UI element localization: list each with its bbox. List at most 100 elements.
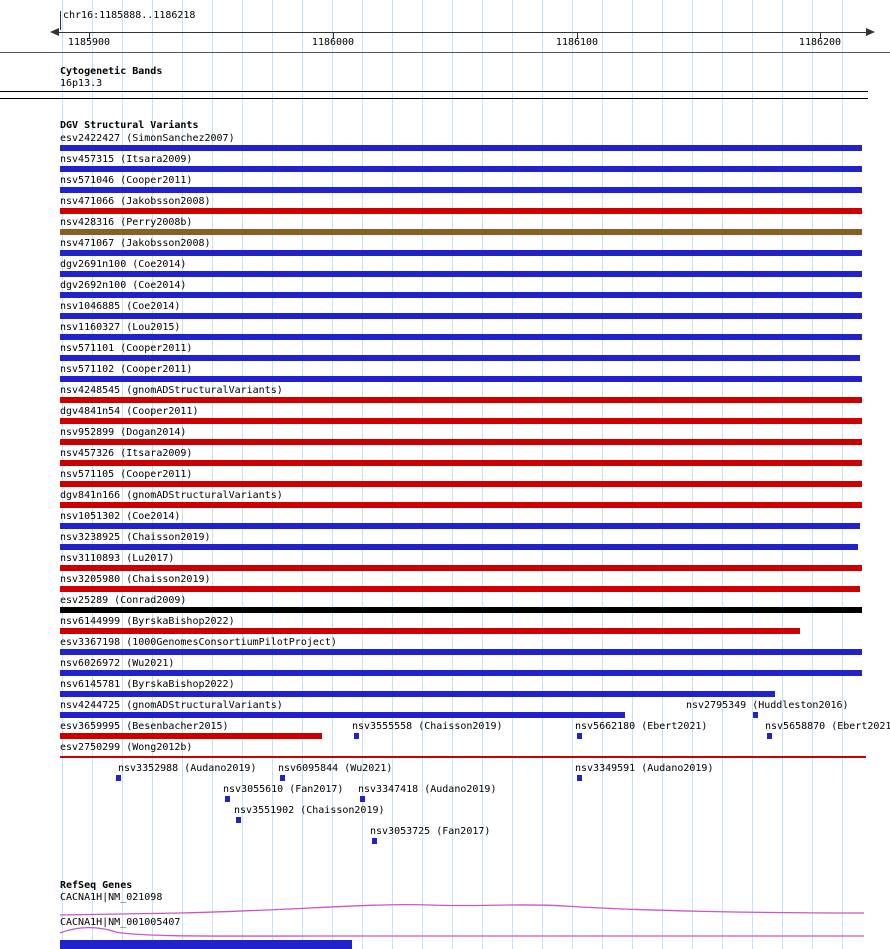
variant-label[interactable]: nsv428316 (Perry2008b): [60, 217, 193, 228]
variant-label[interactable]: nsv1051302 (Coe2014): [60, 511, 181, 522]
variant-label[interactable]: nsv457315 (Itsara2009): [60, 154, 193, 165]
variant-bar[interactable]: [767, 733, 772, 739]
variant-label[interactable]: nsv571046 (Cooper2011): [60, 175, 193, 186]
variant-label[interactable]: nsv471067 (Jakobsson2008): [60, 238, 211, 249]
variant-label[interactable]: nsv3205980 (Chaisson2019): [60, 574, 211, 585]
variant-bar[interactable]: [60, 712, 625, 718]
variant-label[interactable]: nsv3110893 (Lu2017): [60, 553, 175, 564]
variant-label[interactable]: nsv5658870 (Ebert2021): [765, 721, 890, 732]
variant-label[interactable]: nsv6095844 (Wu2021): [278, 763, 393, 774]
ruler-tick: [89, 32, 90, 39]
variant-bar[interactable]: [60, 544, 858, 550]
variant-bar[interactable]: [60, 502, 862, 508]
variant-label[interactable]: nsv3055610 (Fan2017): [223, 784, 344, 795]
variant-label[interactable]: nsv3555558 (Chaisson2019): [352, 721, 503, 732]
variant-bar[interactable]: [60, 292, 862, 298]
ruler-tick: [577, 32, 578, 39]
gene-label[interactable]: CACNA1H|NM_021098: [60, 892, 163, 903]
variant-label[interactable]: nsv3238925 (Chaisson2019): [60, 532, 211, 543]
region-label: chr16:1185888..1186218: [63, 10, 196, 21]
variant-label[interactable]: dgv2691n100 (Coe2014): [60, 259, 187, 270]
variant-bar[interactable]: [60, 586, 860, 592]
variant-bar[interactable]: [60, 756, 866, 758]
variant-bar[interactable]: [225, 796, 230, 802]
ruler-tick-label: 1185900: [67, 37, 111, 48]
variant-bar[interactable]: [60, 691, 775, 697]
variant-label[interactable]: dgv2692n100 (Coe2014): [60, 280, 187, 291]
variant-bar[interactable]: [60, 250, 862, 256]
variant-bar[interactable]: [60, 418, 862, 424]
variant-bar[interactable]: [116, 775, 121, 781]
variant-label[interactable]: nsv3352988 (Audano2019): [118, 763, 257, 774]
variant-bar[interactable]: [60, 166, 862, 172]
grid-lines: [62, 0, 865, 949]
variant-bar[interactable]: [280, 775, 285, 781]
variant-bar[interactable]: [60, 628, 800, 634]
variant-label[interactable]: nsv5662180 (Ebert2021): [575, 721, 708, 732]
variant-label[interactable]: nsv571101 (Cooper2011): [60, 343, 193, 354]
variant-label[interactable]: esv3659995 (Besenbacher2015): [60, 721, 229, 732]
cytoband-label[interactable]: 16p13.3: [60, 78, 103, 89]
variant-bar[interactable]: [577, 733, 582, 739]
ruler-tick: [333, 32, 334, 39]
variant-label[interactable]: nsv6145781 (ByrskaBishop2022): [60, 679, 235, 690]
variant-bar[interactable]: [60, 733, 322, 739]
variant-bar[interactable]: [60, 271, 862, 277]
variant-bar[interactable]: [60, 376, 862, 382]
variant-bar[interactable]: [60, 145, 862, 151]
ruler-tick-label: 1186100: [555, 37, 599, 48]
variant-bar[interactable]: [60, 208, 862, 214]
variant-label[interactable]: esv2750299 (Wong2012b): [60, 742, 193, 753]
variant-label[interactable]: nsv4244725 (gnomADStructuralVariants): [60, 700, 283, 711]
variant-label[interactable]: nsv3053725 (Fan2017): [370, 826, 491, 837]
variant-bar[interactable]: [360, 796, 365, 802]
variant-label[interactable]: nsv4248545 (gnomADStructuralVariants): [60, 385, 283, 396]
gene-label[interactable]: CACNA1H|NM_001005407: [60, 917, 181, 928]
variant-label[interactable]: esv2422427 (SimonSanchez2007): [60, 133, 235, 144]
variant-bar[interactable]: [354, 733, 359, 739]
variant-bar[interactable]: [60, 334, 862, 340]
variant-label[interactable]: nsv571102 (Cooper2011): [60, 364, 193, 375]
header-separator: [0, 52, 890, 53]
variant-bar[interactable]: [60, 229, 862, 235]
variant-label[interactable]: dgv4841n54 (Cooper2011): [60, 406, 199, 417]
variant-label[interactable]: dgv841n166 (gnomADStructuralVariants): [60, 490, 283, 501]
variant-label[interactable]: nsv3349591 (Audano2019): [575, 763, 714, 774]
region-start-marker: [60, 11, 61, 30]
variant-bar[interactable]: [372, 838, 377, 844]
variant-bar[interactable]: [60, 439, 862, 445]
variant-bar[interactable]: [60, 397, 862, 403]
variant-label[interactable]: nsv952899 (Dogan2014): [60, 427, 187, 438]
variant-bar[interactable]: [60, 187, 862, 193]
variant-label[interactable]: nsv6026972 (Wu2021): [60, 658, 175, 669]
variant-label[interactable]: esv3367198 (1000GenomesConsortiumPilotPr…: [60, 637, 337, 648]
variant-bar[interactable]: [60, 355, 860, 361]
variant-bar[interactable]: [60, 523, 860, 529]
variant-bar[interactable]: [753, 712, 758, 718]
variant-label[interactable]: nsv571105 (Cooper2011): [60, 469, 193, 480]
variant-label[interactable]: nsv2795349 (Huddleston2016): [686, 700, 849, 711]
variant-bar[interactable]: [60, 460, 862, 466]
gene-exon-bar[interactable]: [60, 940, 352, 949]
variant-bar[interactable]: [60, 565, 862, 571]
variant-bar[interactable]: [60, 649, 862, 655]
variant-label[interactable]: nsv457326 (Itsara2009): [60, 448, 193, 459]
variant-bar[interactable]: [236, 817, 241, 823]
variant-label[interactable]: nsv1046885 (Coe2014): [60, 301, 181, 312]
variant-label[interactable]: nsv6144999 (ByrskaBishop2022): [60, 616, 235, 627]
variant-label[interactable]: esv25289 (Conrad2009): [60, 595, 187, 606]
variant-label[interactable]: nsv471066 (Jakobsson2008): [60, 196, 211, 207]
variant-label[interactable]: nsv3347418 (Audano2019): [358, 784, 497, 795]
variant-bar[interactable]: [577, 775, 582, 781]
ruler: chr16:1185888..1186218 1185900 1186000 118…: [0, 0, 890, 55]
variant-bar[interactable]: [60, 481, 862, 487]
refseq-track-title: RefSeq Genes: [60, 880, 133, 891]
variant-bar[interactable]: [60, 313, 862, 319]
variant-label[interactable]: nsv1160327 (Lou2015): [60, 322, 181, 333]
variant-label[interactable]: nsv3551902 (Chaisson2019): [234, 805, 385, 816]
ruler-axis-line: [58, 32, 866, 33]
dgv-track-title: DGV Structural Variants: [60, 120, 199, 131]
variant-bar[interactable]: [60, 670, 862, 676]
variant-bar[interactable]: [60, 607, 862, 613]
